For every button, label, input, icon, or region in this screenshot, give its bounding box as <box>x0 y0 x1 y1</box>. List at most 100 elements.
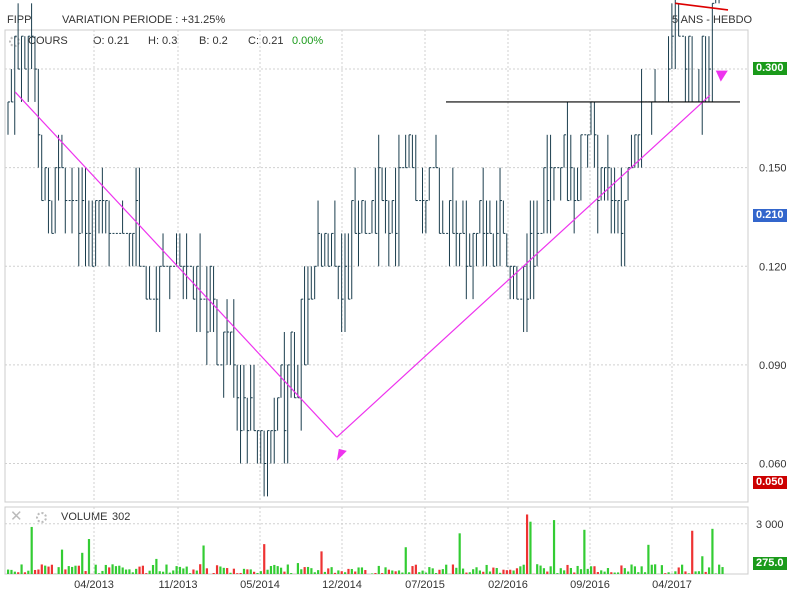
volume-bar <box>542 568 546 574</box>
volume-bar <box>57 567 60 574</box>
variation-label: VARIATION PERIODE : +31.25% <box>62 14 226 26</box>
volume-bar <box>327 568 330 574</box>
volume-bar <box>539 565 542 574</box>
volume-bar <box>630 564 633 574</box>
volume-bar <box>418 572 421 574</box>
volume-bar <box>711 528 714 574</box>
volume-bar <box>141 565 144 574</box>
volume-bar <box>131 572 134 574</box>
volume-bar <box>664 573 667 574</box>
volume-bar <box>354 571 357 574</box>
volume-bar <box>552 520 556 574</box>
volume-bar <box>128 569 131 574</box>
volume-bar <box>317 570 320 574</box>
volume-bar <box>694 571 697 574</box>
x-tick-label: 09/2016 <box>570 579 610 591</box>
volume-bar <box>488 571 492 574</box>
open-value: O: 0.21 <box>93 35 130 47</box>
volume-bar <box>27 570 30 574</box>
volume-bar <box>77 565 80 574</box>
volume-bar <box>667 572 670 574</box>
tag-high: 0.300 <box>753 62 787 75</box>
volume-bar <box>276 566 279 574</box>
symbol-label: FIPP <box>7 14 32 26</box>
volume-bar <box>434 573 438 574</box>
volume-bar <box>104 564 107 574</box>
volume-bar <box>472 569 475 574</box>
volume-bar <box>394 571 397 574</box>
volume-bar <box>431 568 434 574</box>
volume-bar <box>569 568 572 574</box>
volume-bar <box>697 571 701 574</box>
x-tick-label: 07/2015 <box>405 579 445 591</box>
volume-bar <box>610 572 613 574</box>
volume-bar <box>50 564 54 574</box>
volume-bar <box>650 564 653 574</box>
volume-bar <box>691 530 694 574</box>
volume-bar <box>168 572 171 574</box>
volume-bar <box>124 569 128 574</box>
volume-bar <box>37 569 40 574</box>
volume-bar <box>374 573 377 574</box>
volume-bar <box>148 570 151 574</box>
downtrend-line <box>14 91 338 438</box>
volume-bar <box>441 569 444 574</box>
volume-bar <box>522 564 525 574</box>
volume-bar <box>424 572 428 574</box>
volume-bar <box>495 567 498 574</box>
uptrend-line <box>336 94 711 438</box>
volume-bar <box>408 572 411 574</box>
volume-bar <box>721 567 724 574</box>
close-value: C: 0.21 <box>248 35 284 47</box>
volume-bar <box>445 564 448 574</box>
volume-bar <box>266 569 269 574</box>
price-panel-frame <box>4 29 749 503</box>
volume-bar <box>10 569 13 574</box>
volume-bar <box>226 568 229 574</box>
volume-bar <box>313 572 316 574</box>
x-tick-label: 12/2014 <box>322 579 362 591</box>
x-tick-label: 11/2013 <box>159 579 198 591</box>
volume-bar <box>178 566 182 574</box>
volume-bar <box>370 573 374 574</box>
volume-bar <box>296 563 300 574</box>
volume-bar <box>559 568 562 574</box>
volume-bar <box>643 572 647 574</box>
y-tick-label: 0.090 <box>759 360 787 372</box>
downtrend-arrow <box>336 448 347 461</box>
close-icon[interactable]: ✕ <box>10 508 23 525</box>
volume-gear-icon[interactable] <box>36 512 47 523</box>
volume-bar <box>108 567 111 574</box>
volume-bar <box>364 570 367 574</box>
volume-bar <box>290 573 293 574</box>
volume-bar <box>192 569 195 574</box>
volume-bar <box>404 547 407 574</box>
volume-bar <box>263 544 266 574</box>
volume-bar <box>360 567 364 574</box>
volume-bar <box>546 571 549 574</box>
volume-bar <box>600 570 603 574</box>
volume-bar <box>320 551 323 574</box>
volume-bar <box>350 568 353 574</box>
high-value: H: 0.3 <box>148 35 178 47</box>
volume-bar <box>199 564 202 574</box>
volume-bar <box>397 570 401 574</box>
volume-bar <box>603 571 606 574</box>
x-tick-label: 04/2013 <box>74 579 114 591</box>
volume-bar <box>158 571 161 574</box>
volume-bar <box>519 566 522 574</box>
volume-bar <box>175 566 178 574</box>
volume-bar <box>536 564 539 574</box>
volume-bar <box>411 566 414 574</box>
volume-bar <box>465 572 468 574</box>
volume-bar <box>485 564 488 574</box>
volume-bar <box>593 566 596 574</box>
volume-bar <box>303 567 306 574</box>
volume-bar <box>563 570 566 574</box>
volume-bar <box>205 568 209 574</box>
volume-bar <box>579 569 583 574</box>
volume-bar <box>616 572 620 574</box>
uptrend-arrow <box>715 70 728 82</box>
volume-bar <box>135 568 138 574</box>
